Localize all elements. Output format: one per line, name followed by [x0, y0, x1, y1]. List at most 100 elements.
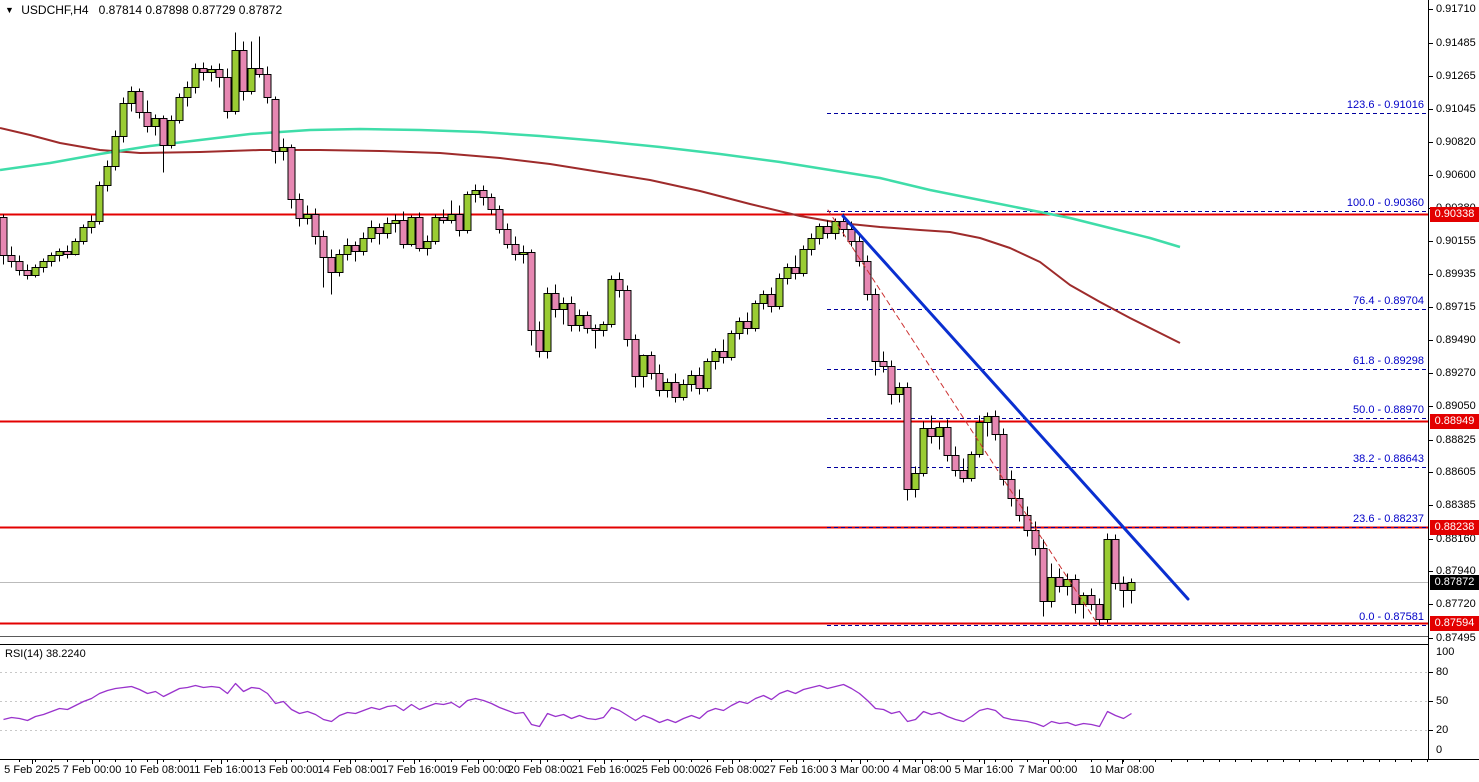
price-axis-tick [1429, 142, 1433, 143]
bear-candle [951, 455, 960, 471]
bear-candle [567, 303, 576, 326]
bull-candle [343, 245, 352, 255]
bull-candle [231, 50, 240, 112]
bull-candle [727, 333, 736, 358]
time-axis-minor-tick [819, 760, 820, 762]
time-axis-minor-tick [499, 760, 500, 762]
time-axis-label: 21 Feb 16:00 [571, 764, 637, 776]
time-axis-minor-tick [579, 760, 580, 762]
time-axis-minor-tick [243, 760, 244, 762]
time-axis-minor-tick [1379, 760, 1380, 762]
bull-candle [815, 226, 824, 239]
time-axis-minor-tick [1011, 760, 1012, 762]
bear-candle [63, 251, 72, 255]
time-axis-minor-tick [179, 760, 180, 762]
bull-candle [79, 227, 88, 242]
bull-candle [919, 428, 928, 474]
bull-candle [55, 251, 64, 256]
symbol-dropdown-icon[interactable]: ▼ [5, 5, 14, 15]
time-axis-minor-tick [419, 760, 420, 762]
price-axis-label: 0.91710 [1436, 2, 1476, 15]
bear-candle [1007, 479, 1016, 499]
time-axis-minor-tick [355, 760, 356, 762]
bear-candle [1055, 577, 1064, 587]
bull-candle [335, 254, 344, 273]
time-axis-minor-tick [1267, 760, 1268, 762]
time-axis-minor-tick [1043, 760, 1044, 762]
bear-candle [487, 197, 496, 210]
time-axis-label: 14 Feb 08:00 [317, 764, 383, 776]
bull-candle [895, 387, 904, 395]
bear-candle [255, 68, 264, 75]
bear-candle [791, 267, 800, 274]
time-axis-minor-tick [1219, 760, 1220, 762]
time-axis-minor-tick [435, 760, 436, 762]
time-axis-minor-tick [771, 760, 772, 762]
red-dashed-trend-line [827, 209, 1098, 624]
price-axis-tick [1429, 539, 1433, 540]
rsi-axis-tick [1429, 701, 1433, 702]
time-axis-minor-tick [835, 760, 836, 762]
time-axis-label: 25 Feb 00:00 [635, 764, 701, 776]
price-axis-tick [1429, 472, 1433, 473]
price-axis-tick [1429, 340, 1433, 341]
bull-candle [599, 324, 608, 331]
bear-candle [863, 261, 872, 295]
time-axis-label: 27 Feb 16:00 [763, 764, 829, 776]
bull-candle [543, 293, 552, 352]
price-axis-tick [1429, 440, 1433, 441]
blue-downtrend-line [841, 214, 1190, 601]
bear-candle [23, 270, 32, 276]
bull-candle [207, 69, 216, 73]
bull-candle [367, 227, 376, 239]
time-axis-minor-tick [595, 760, 596, 762]
bull-candle [471, 190, 480, 195]
bull-candle [1047, 577, 1056, 602]
bear-candle [887, 366, 896, 395]
bull-candle [807, 238, 816, 250]
bull-candle [383, 223, 392, 234]
time-axis-minor-tick [899, 760, 900, 762]
price-axis-tick [1429, 307, 1433, 308]
time-axis-minor-tick [1027, 760, 1028, 762]
bear-candle [551, 293, 560, 310]
bull-candle [407, 217, 416, 245]
rsi-indicator-pane[interactable] [0, 645, 1428, 759]
bull-candle [975, 422, 984, 455]
time-axis-minor-tick [99, 760, 100, 762]
time-axis-major-tick [540, 760, 541, 764]
slow-ma-dark-red-line [0, 127, 1181, 344]
bear-candle [135, 91, 144, 113]
time-axis-label: 11 Feb 16:00 [188, 764, 254, 776]
bear-candle [631, 339, 640, 377]
price-axis-tick [1429, 406, 1433, 407]
time-axis-minor-tick [691, 760, 692, 762]
bull-candle [447, 214, 456, 221]
time-axis-minor-tick [675, 760, 676, 762]
bear-candle [455, 214, 464, 231]
time-axis-minor-tick [275, 760, 276, 762]
price-axis-border [1428, 0, 1429, 759]
price-axis-label: 0.88385 [1436, 498, 1476, 511]
price-axis-label: 0.87940 [1436, 564, 1476, 577]
bear-candle [1071, 579, 1080, 605]
bull-candle [519, 252, 528, 255]
price-axis-label: 0.89935 [1436, 267, 1476, 280]
time-axis-minor-tick [803, 760, 804, 762]
time-axis-minor-tick [1107, 760, 1108, 762]
time-axis-minor-tick [627, 760, 628, 762]
time-axis-minor-tick [1075, 760, 1076, 762]
price-axis-label: 0.90155 [1436, 234, 1476, 247]
bull-candle [1127, 582, 1136, 591]
time-axis-label: 10 Feb 08:00 [124, 764, 190, 776]
time-axis-minor-tick [547, 760, 548, 762]
price-axis-tick [1429, 9, 1433, 10]
bear-candle [0, 217, 8, 256]
bull-candle [303, 214, 312, 219]
main-chart-pane[interactable] [0, 0, 1428, 633]
price-axis-label: 0.91485 [1436, 36, 1476, 49]
price-axis-tick [1429, 604, 1433, 605]
time-axis-minor-tick [67, 760, 68, 762]
bull-candle [31, 267, 40, 276]
bear-candle [159, 118, 168, 146]
